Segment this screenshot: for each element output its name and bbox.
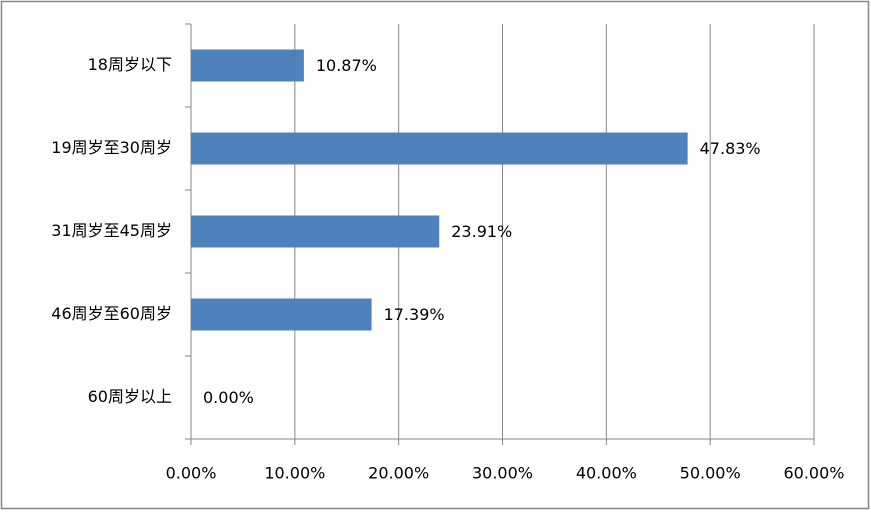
y-tick-label: 18周岁以下	[88, 55, 172, 74]
x-tick-label: 20.00%	[368, 464, 429, 483]
bar	[191, 132, 688, 165]
x-tick-label: 60.00%	[783, 464, 844, 483]
x-tick-label: 40.00%	[576, 464, 637, 483]
x-tick-label: 50.00%	[680, 464, 741, 483]
value-label: 23.91%	[451, 222, 512, 241]
y-tick-label: 46周岁至60周岁	[51, 304, 172, 323]
bar	[191, 49, 304, 82]
y-tick-label: 31周岁至45周岁	[51, 221, 172, 240]
bar	[191, 298, 372, 331]
x-tick-label: 30.00%	[472, 464, 533, 483]
value-label: 10.87%	[316, 56, 377, 75]
value-label: 0.00%	[203, 388, 254, 407]
x-tick-label: 0.00%	[166, 464, 217, 483]
bar	[191, 215, 440, 248]
y-tick-label: 60周岁以上	[88, 387, 172, 406]
y-tick-label: 19周岁至30周岁	[51, 138, 172, 157]
value-label: 17.39%	[384, 305, 445, 324]
value-label: 47.83%	[700, 139, 761, 158]
x-tick-label: 10.00%	[264, 464, 325, 483]
